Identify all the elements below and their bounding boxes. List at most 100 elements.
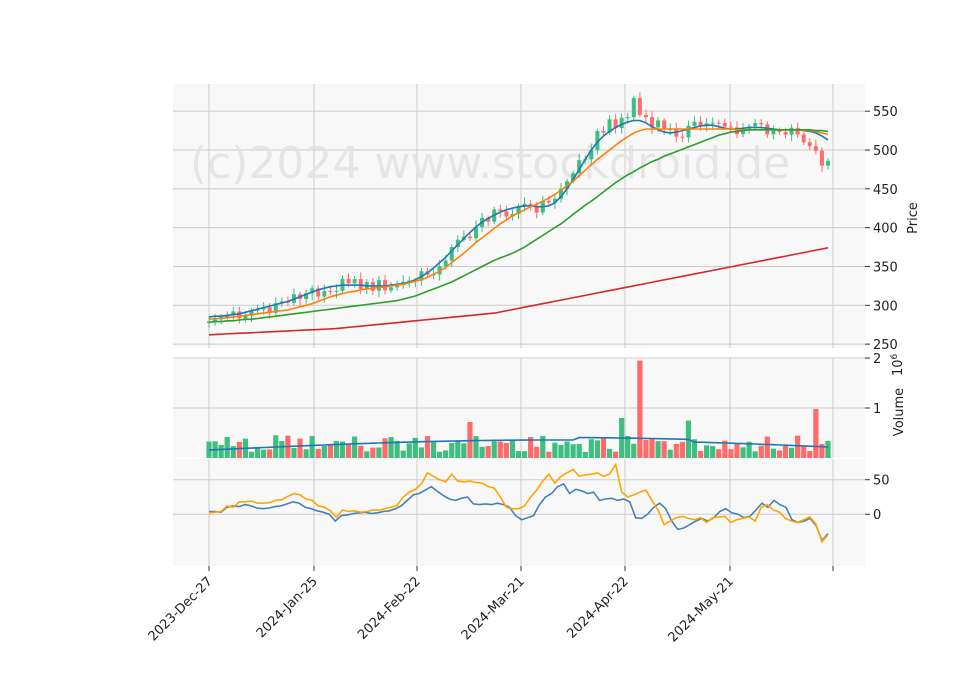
volume-bar (345, 444, 352, 458)
volume-bar (521, 451, 528, 458)
candle-body (807, 142, 812, 147)
volume-bar (461, 443, 467, 458)
volume-bar (443, 450, 449, 458)
x-tick-label: 2024-Apr-22 (564, 574, 631, 641)
candle-body (777, 130, 782, 133)
volume-bar (558, 445, 564, 458)
volume-bar (570, 444, 576, 458)
volume-bar (813, 409, 819, 458)
candle-body (395, 285, 400, 288)
volume-bar (552, 442, 558, 458)
volume-bar (740, 447, 746, 458)
candle-body (637, 97, 642, 116)
volume-bar (309, 436, 315, 458)
volume-bar (728, 449, 734, 458)
y-tick-label: 1 (873, 402, 881, 417)
y-tick-label: 2 (873, 352, 881, 367)
volume-bar (218, 444, 224, 458)
grid-lines (173, 84, 865, 566)
candle-body (662, 120, 667, 130)
x-tick-label: 2024-Feb-22 (355, 574, 424, 643)
candle-body (619, 117, 624, 129)
x-tick-label: 2024-Jan-25 (254, 574, 321, 641)
volume-bar (327, 444, 333, 458)
volume-bar (358, 445, 364, 458)
candle-body (498, 209, 503, 212)
volume-average-line (208, 436, 829, 451)
volume-bar (540, 435, 546, 458)
candle-body (680, 136, 685, 138)
candle-body (304, 293, 309, 299)
candle-body (243, 315, 248, 319)
volume-bar (746, 441, 752, 458)
candle-body (552, 198, 557, 203)
candle-body (631, 97, 636, 118)
volume-bar (509, 439, 516, 458)
volume-bar (807, 450, 813, 458)
candle-body (692, 121, 697, 126)
candle-body (231, 311, 236, 315)
candle-body (607, 119, 612, 133)
candle-body (601, 130, 606, 133)
y-tick-label: 300 (873, 299, 898, 314)
candle-body (474, 226, 479, 239)
volume-bar (649, 438, 655, 458)
volume-bar (594, 440, 600, 458)
volume-bar (485, 446, 491, 458)
volume-bar (710, 446, 716, 458)
candle-body (795, 127, 800, 135)
candle-body (546, 200, 551, 203)
volume-bar (612, 451, 619, 458)
volume-bar (479, 446, 485, 458)
volume-bar (376, 447, 382, 458)
y-tick-label: 50 (873, 474, 890, 489)
moving-averages (208, 119, 829, 336)
volume-bar (370, 447, 376, 458)
y-tick-label: 500 (873, 144, 898, 159)
volume-bar (455, 440, 461, 458)
candle-body (358, 279, 363, 289)
volume-bar (776, 450, 783, 458)
candle-body (716, 122, 721, 124)
candle-body (819, 150, 824, 166)
candle-body (722, 123, 727, 127)
volume-bar (564, 441, 570, 458)
volume-bar (303, 449, 309, 458)
candle-body (643, 115, 648, 118)
candle-body (698, 121, 703, 127)
y-tick-label: 550 (873, 105, 898, 120)
volume-bar (503, 443, 509, 458)
volume-bar (631, 443, 637, 458)
volume-bar (679, 441, 685, 458)
candle-body (813, 146, 818, 151)
candle-body (467, 236, 472, 239)
volume-bar (643, 440, 649, 458)
candle-body (571, 173, 576, 182)
volume-bar (661, 441, 667, 458)
volume-bar (230, 446, 236, 458)
candle-body (267, 307, 272, 313)
volume-bar (291, 448, 297, 458)
volume-bar (722, 440, 728, 458)
candle-body (728, 126, 733, 128)
candle-body (534, 206, 539, 213)
candle-body (753, 122, 758, 127)
volume-bar (473, 436, 479, 458)
candle-body (516, 206, 521, 214)
candle-body (625, 117, 630, 119)
candle-body (528, 203, 533, 207)
volume-bar (576, 443, 582, 458)
volume-bar (406, 443, 412, 458)
volume-bar (418, 447, 425, 458)
volume-bar (546, 451, 552, 458)
volume-bar (600, 438, 607, 458)
candle-body (346, 278, 351, 284)
candle-body (558, 188, 563, 199)
candle-body (273, 303, 278, 313)
volume-bar (321, 445, 327, 458)
volume-bar (782, 445, 789, 458)
candle-body (322, 291, 327, 297)
candle-body (650, 117, 655, 128)
